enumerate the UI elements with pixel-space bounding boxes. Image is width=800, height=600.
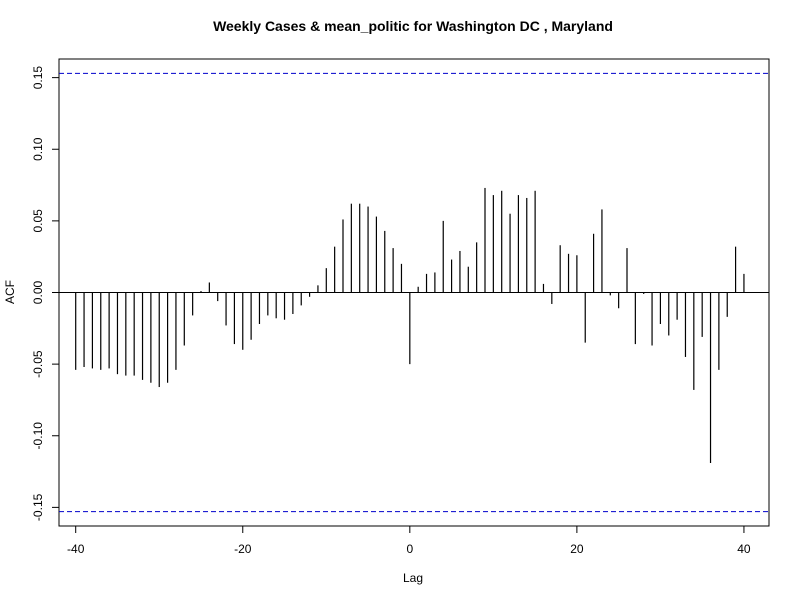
y-tick-label: -0.10 <box>31 422 45 450</box>
y-axis: -0.15 -0.10 -0.05 0.00 0.05 0.10 0.15 <box>31 66 60 521</box>
x-tick-label: 0 <box>406 542 413 556</box>
x-tick-label: -40 <box>67 542 85 556</box>
x-tick-label: -20 <box>234 542 252 556</box>
y-tick-label: 0.00 <box>31 280 45 304</box>
chart-title: Weekly Cases & mean_politic for Washingt… <box>213 18 613 34</box>
x-axis-label: Lag <box>403 571 423 585</box>
y-tick-label: 0.10 <box>31 137 45 161</box>
x-tick-label: 40 <box>737 542 751 556</box>
acf-bars <box>75 187 745 463</box>
y-axis-label: ACF <box>3 280 17 304</box>
y-tick-label: -0.05 <box>31 350 45 378</box>
x-tick-label: 20 <box>570 542 584 556</box>
x-axis: -40 -20 0 20 40 <box>67 525 751 556</box>
y-tick-label: 0.05 <box>31 209 45 233</box>
y-tick-label: 0.15 <box>31 66 45 90</box>
confidence-bands <box>59 72 769 513</box>
y-tick-label: -0.15 <box>31 493 45 521</box>
